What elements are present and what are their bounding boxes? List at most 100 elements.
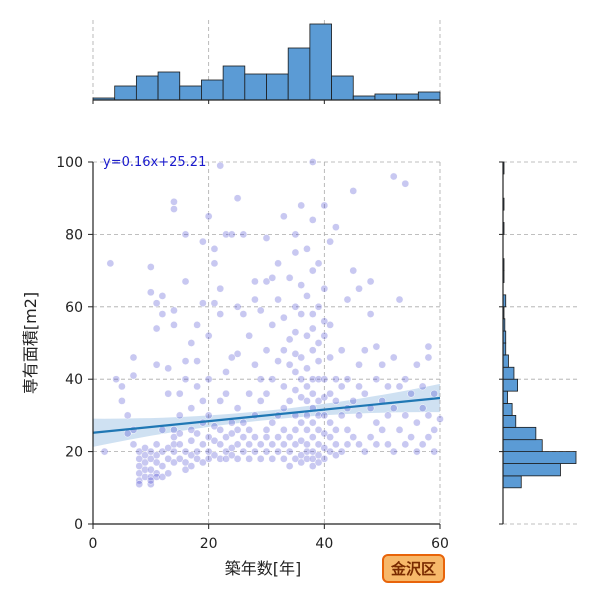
scatter-point: [199, 237, 207, 246]
scatter-point: [251, 433, 259, 441]
scatter-point: [175, 389, 184, 398]
y-tick-label: 100: [56, 155, 83, 171]
scatter-point: [199, 458, 207, 467]
scatter-point: [320, 411, 329, 420]
district-badge: 金沢区: [382, 554, 445, 583]
scatter-point: [146, 288, 155, 297]
scatter-point: [297, 310, 306, 318]
scatter-point: [291, 302, 300, 311]
scatter-point: [216, 284, 225, 293]
scatter-point: [343, 295, 352, 304]
scatter-point: [245, 426, 253, 434]
scatter-point: [204, 454, 213, 463]
right-hist-bar: [502, 403, 513, 416]
scatter-point: [407, 433, 415, 441]
scatter-point: [303, 426, 311, 434]
scatter-point: [175, 429, 184, 438]
scatter-point: [355, 411, 363, 420]
scatter-point: [378, 426, 387, 434]
scatter-point: [320, 393, 329, 402]
scatter-point: [199, 397, 207, 405]
scatter-point: [366, 433, 375, 441]
scatter-point: [291, 248, 300, 257]
x-tick-label: 40: [315, 536, 333, 552]
scatter-point: [129, 440, 138, 449]
scatter-point: [297, 281, 306, 289]
scatter-point: [152, 473, 161, 481]
scatter-point: [280, 404, 288, 413]
scatter-point: [303, 245, 311, 253]
scatter-point: [308, 389, 317, 398]
scatter-point: [158, 292, 167, 300]
scatter-point: [129, 371, 138, 380]
right-hist-bar: [502, 451, 577, 464]
scatter-point: [418, 440, 427, 449]
scatter-point: [349, 187, 358, 195]
scatter-point: [413, 360, 421, 369]
scatter-point: [332, 375, 340, 384]
scatter-point: [170, 197, 178, 206]
top-hist-bar: [331, 75, 354, 101]
scatter-point: [216, 161, 225, 170]
scatter-point: [326, 433, 334, 441]
scatter-point: [164, 469, 173, 478]
scatter-point: [314, 357, 323, 365]
scatter-point: [303, 440, 311, 449]
scatter-point: [239, 230, 248, 239]
scatter-point: [424, 342, 433, 351]
scatter-point: [152, 299, 161, 308]
scatter-point: [326, 353, 334, 362]
scatter-point: [314, 397, 323, 405]
x-tick-label: 20: [200, 536, 218, 552]
scatter-point: [337, 447, 346, 456]
scatter-point: [326, 418, 334, 427]
scatter-point: [210, 299, 219, 308]
scatter-point: [285, 397, 294, 405]
scatter-point: [320, 429, 329, 438]
scatter-point: [146, 263, 155, 271]
scatter-point: [123, 411, 132, 420]
scatter-point: [308, 266, 317, 275]
scatter-point: [308, 346, 317, 355]
scatter-point: [274, 447, 282, 456]
scatter-point: [320, 375, 329, 384]
scatter-point: [349, 433, 358, 441]
scatter-point: [216, 440, 225, 449]
scatter-point: [181, 230, 190, 239]
scatter-point: [222, 454, 230, 463]
scatter-point: [355, 440, 363, 449]
scatter-point: [164, 389, 173, 398]
scatter-point: [118, 397, 126, 405]
scatter-point: [297, 201, 306, 210]
scatter-point: [204, 433, 213, 441]
scatter-point: [222, 368, 230, 376]
right-hist-bar: [502, 463, 561, 477]
scatter-point: [227, 429, 236, 438]
top-hist-bar: [374, 93, 398, 101]
top-hist-bar: [222, 65, 246, 101]
scatter-point: [366, 310, 375, 318]
scatter-point: [181, 447, 190, 456]
scatter-point: [372, 440, 381, 449]
scatter-point: [355, 382, 363, 391]
scatter-point: [280, 382, 288, 391]
scatter-point: [291, 454, 300, 463]
scatter-point: [210, 259, 219, 268]
scatter-point: [430, 389, 439, 398]
scatter-point: [332, 223, 340, 232]
scatter-point: [164, 444, 173, 452]
scatter-point: [297, 375, 306, 384]
scatter-point: [274, 295, 282, 304]
scatter-point: [233, 194, 242, 203]
scatter-point: [418, 382, 427, 391]
scatter-point: [187, 339, 196, 347]
scatter-point: [135, 480, 144, 489]
scatter-point: [152, 440, 161, 449]
scatter-point: [366, 277, 375, 286]
scatter-point: [291, 440, 300, 449]
scatter-point: [164, 454, 173, 463]
y-tick-label: 0: [74, 517, 83, 533]
scatter-point: [314, 339, 323, 347]
scatter-point: [227, 451, 236, 460]
